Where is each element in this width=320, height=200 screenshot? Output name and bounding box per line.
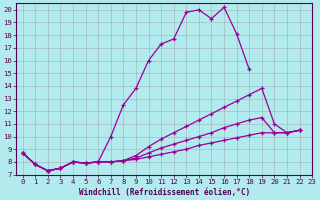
X-axis label: Windchill (Refroidissement éolien,°C): Windchill (Refroidissement éolien,°C) <box>79 188 250 197</box>
